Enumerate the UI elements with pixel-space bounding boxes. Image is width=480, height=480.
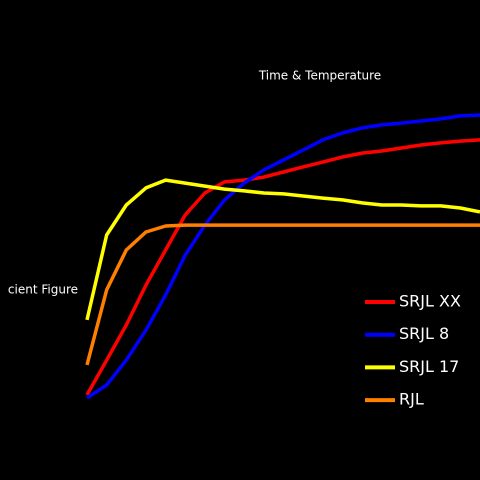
legend-label: SRJL 8 (399, 324, 449, 343)
series-line (86, 113, 480, 400)
legend-label: SRJL XX (399, 292, 461, 311)
series-line (85, 223, 480, 366)
legend-label: SRJL 17 (399, 357, 459, 376)
y-axis-label: cient Figure (8, 283, 78, 297)
chart-title: Time & Temperature (258, 69, 381, 83)
series-line (85, 138, 480, 396)
legend-label: RJL (399, 390, 424, 409)
series-line (85, 178, 480, 321)
